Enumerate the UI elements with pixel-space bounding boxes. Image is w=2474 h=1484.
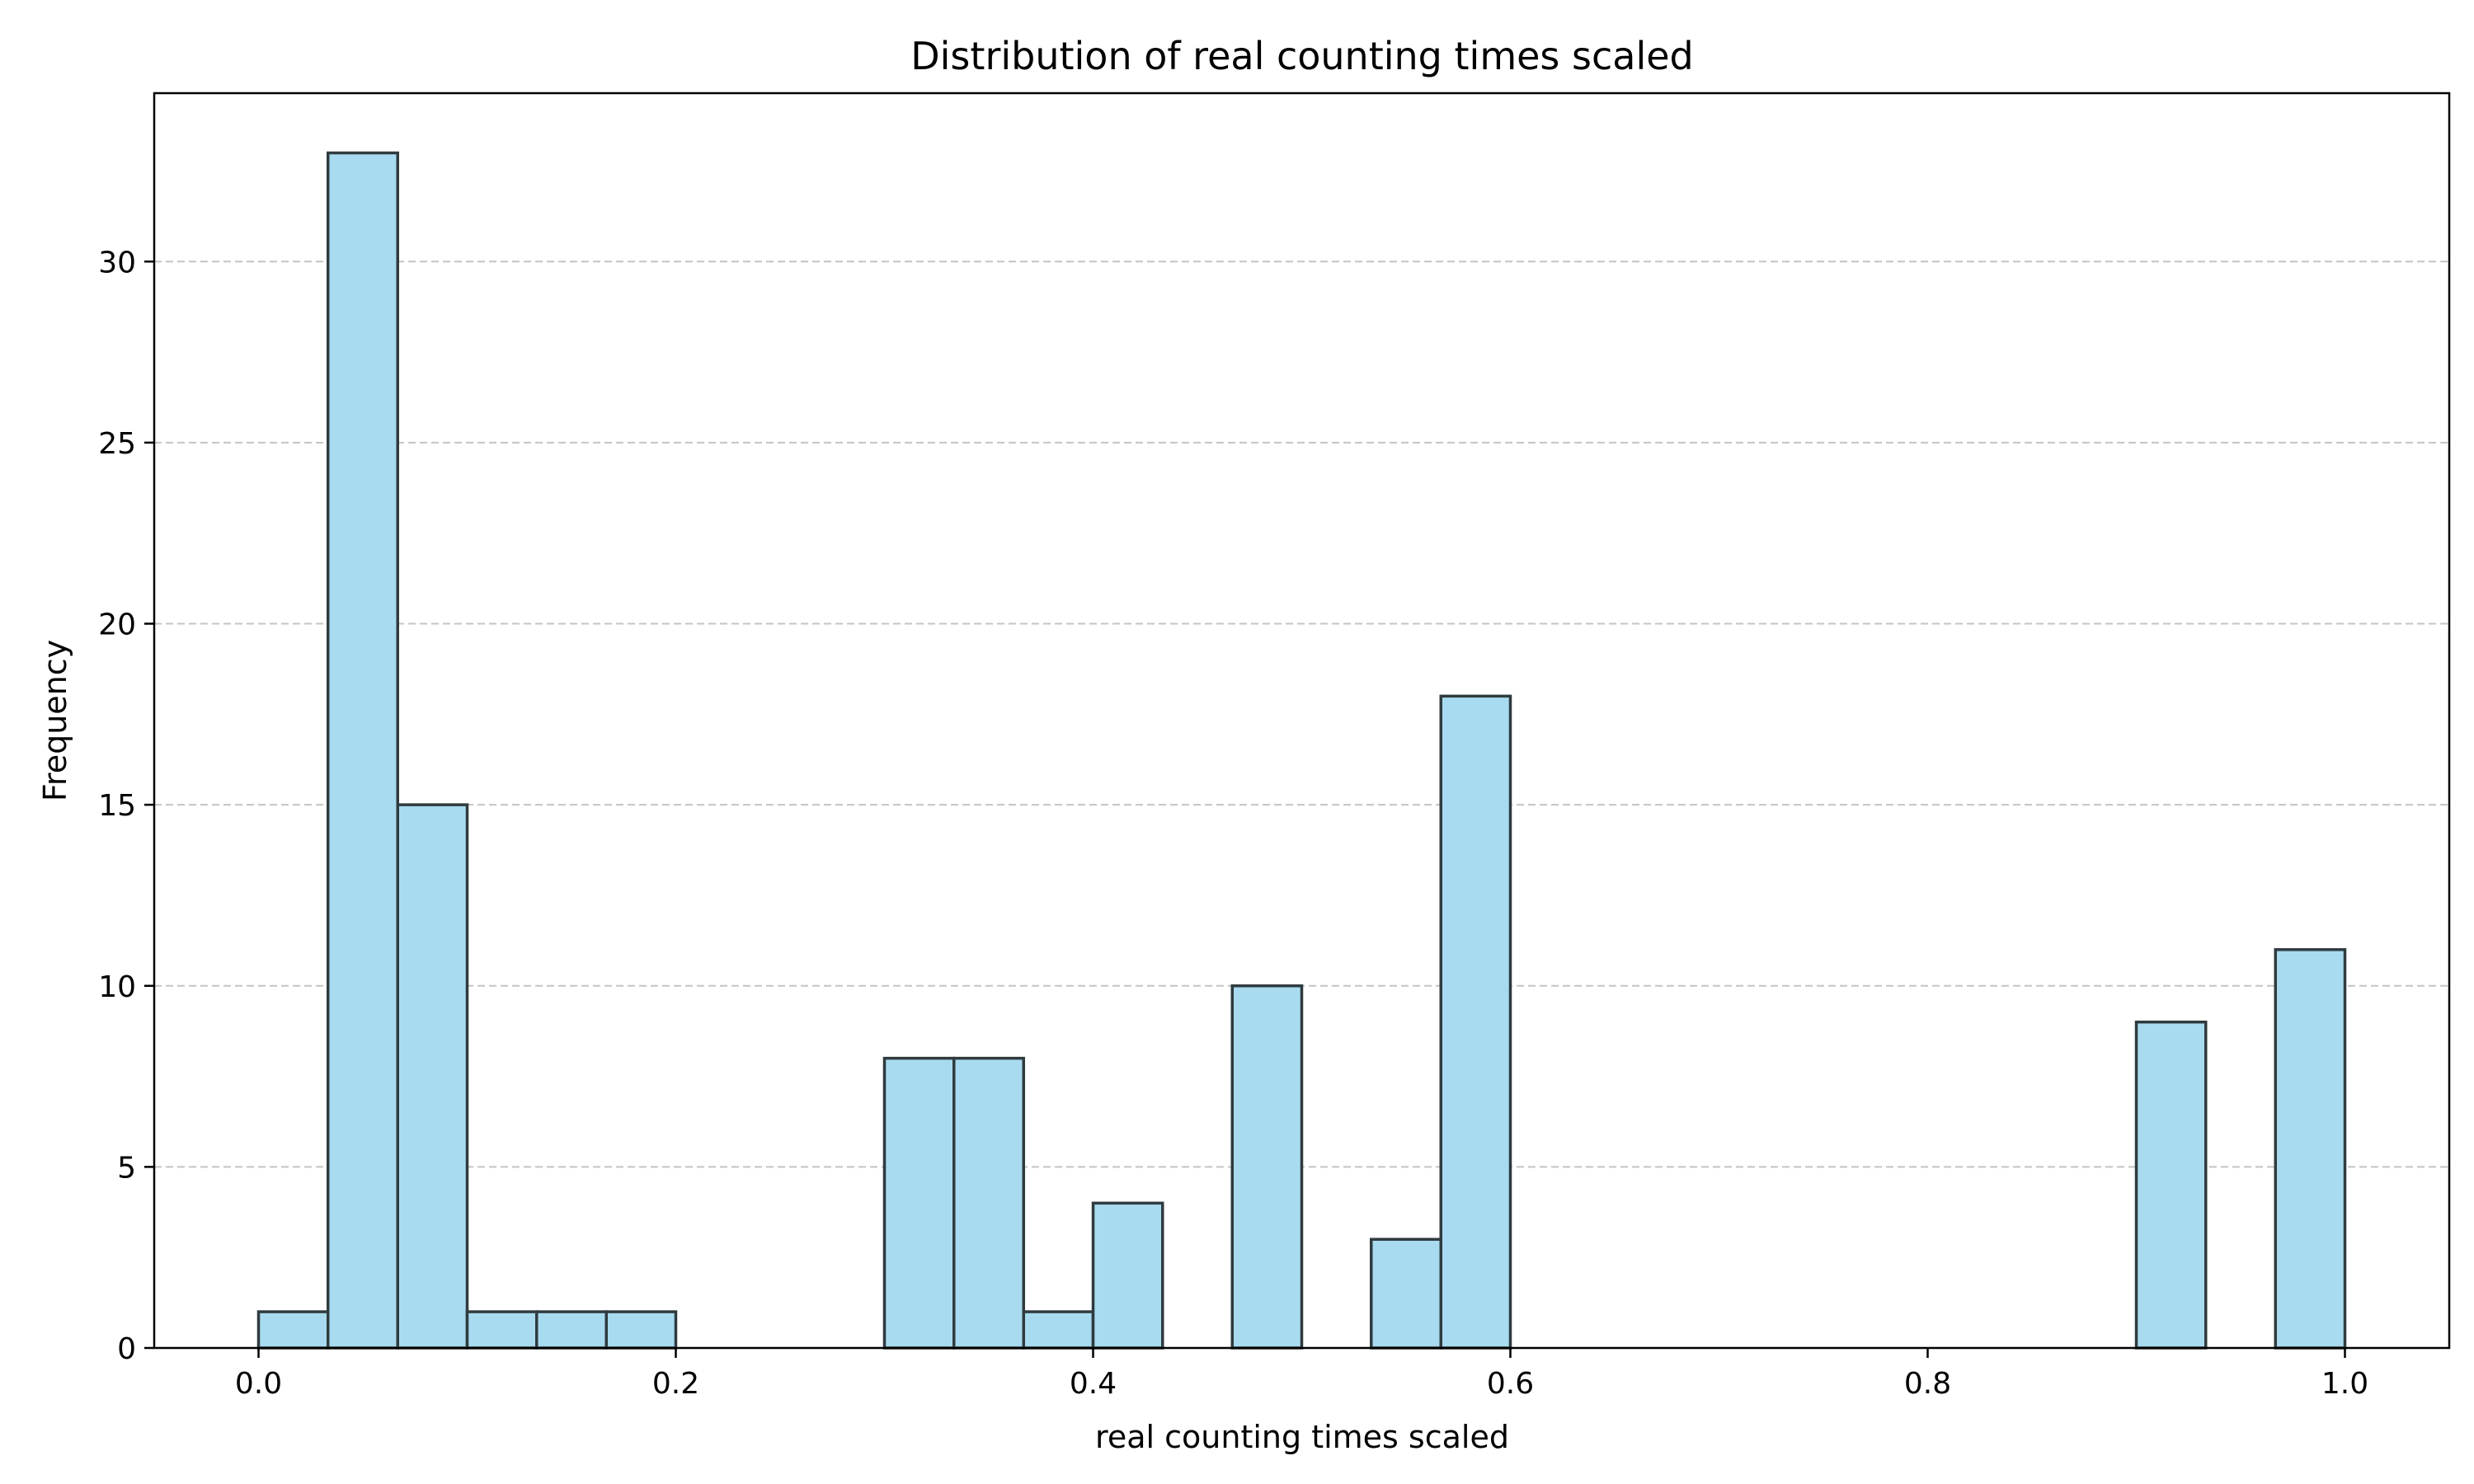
x-tick-label-5: 1.0 xyxy=(2321,1367,2368,1401)
histogram-bar-4 xyxy=(534,1310,609,1350)
histogram-bar-12 xyxy=(1091,1201,1164,1350)
histogram-bar-16 xyxy=(1369,1237,1443,1350)
plot-frame xyxy=(153,92,2451,1350)
y-axis-label: Frequency xyxy=(37,640,73,801)
chart-title: Distribution of real counting times scal… xyxy=(910,34,1694,78)
x-tick-label-0: 0.0 xyxy=(235,1367,282,1401)
y-tick-label-0: 0 xyxy=(117,1332,136,1366)
histogram-bar-3 xyxy=(465,1310,539,1350)
histogram-bar-9 xyxy=(882,1056,956,1350)
histogram-bar-27 xyxy=(2134,1020,2208,1350)
x-tick-label-3: 0.6 xyxy=(1487,1367,1534,1401)
y-tick-label-3: 15 xyxy=(98,789,136,823)
histogram-bar-29 xyxy=(2274,948,2347,1350)
histogram-bar-11 xyxy=(1022,1310,1095,1350)
y-axis-ticks: 0 5 10 15 20 25 30 xyxy=(98,246,154,1366)
x-tick-label-4: 0.8 xyxy=(1904,1367,1951,1401)
histogram-bar-0 xyxy=(256,1310,330,1350)
x-tick-label-2: 0.4 xyxy=(1070,1367,1117,1401)
histogram-bars xyxy=(256,151,2347,1350)
y-tick-label-2: 10 xyxy=(98,970,136,1004)
histogram-bar-17 xyxy=(1439,694,1512,1350)
y-tick-label-4: 20 xyxy=(98,608,136,642)
histogram-bar-2 xyxy=(396,803,469,1350)
histogram-bar-5 xyxy=(604,1310,678,1350)
x-axis-ticks: 0.0 0.2 0.4 0.6 0.8 1.0 xyxy=(235,1348,2368,1401)
histogram-bar-14 xyxy=(1230,984,1304,1350)
y-tick-label-5: 25 xyxy=(98,427,136,461)
histogram-bar-1 xyxy=(326,151,400,1350)
y-tick-label-6: 30 xyxy=(98,246,136,279)
x-tick-label-1: 0.2 xyxy=(652,1367,699,1401)
histogram-bar-10 xyxy=(952,1056,1026,1350)
x-axis-label: real counting times scaled xyxy=(1095,1419,1509,1455)
y-tick-label-1: 5 xyxy=(117,1151,136,1185)
